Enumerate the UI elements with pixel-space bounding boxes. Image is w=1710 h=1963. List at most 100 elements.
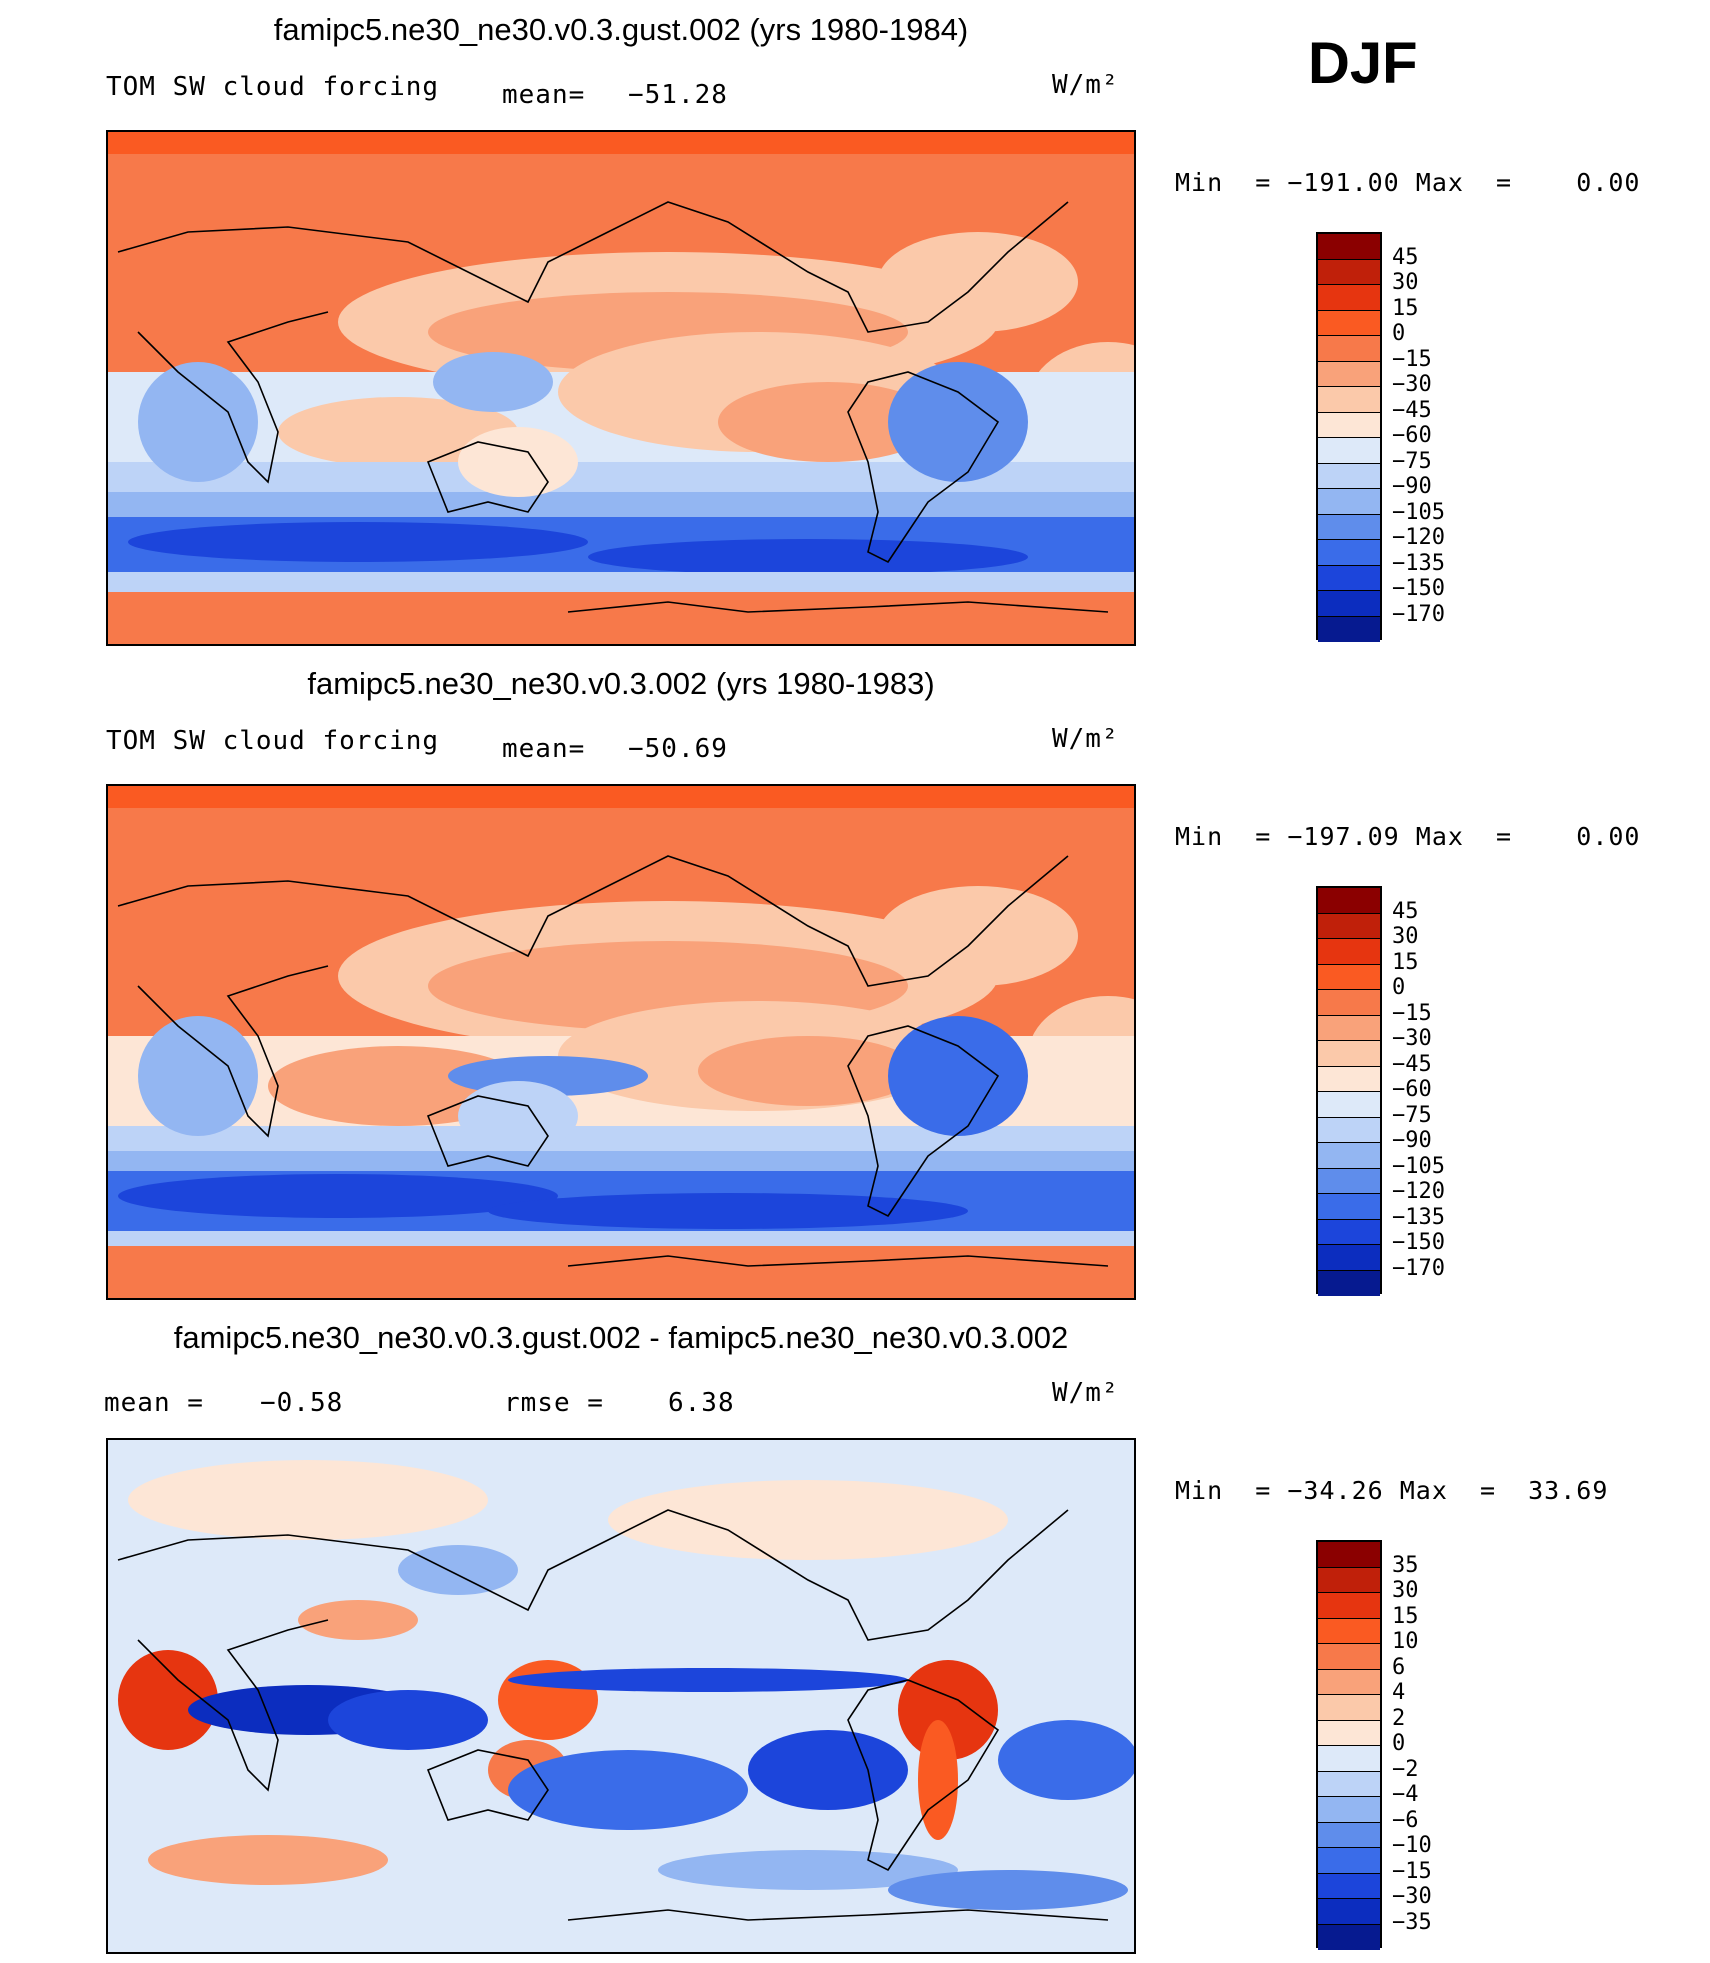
colorbar-tick-label: −45: [1392, 397, 1432, 423]
map-plot: [106, 784, 1136, 1300]
colorbar-tick-label: 15: [1392, 949, 1419, 975]
colorbar-tick-label: −90: [1392, 1128, 1432, 1153]
colorbar-tick-label: −135: [1392, 550, 1445, 576]
colorbar-swatch: [1318, 1015, 1380, 1041]
colorbar-tick-label: 2: [1392, 1705, 1406, 1731]
colorbar-swatch: [1318, 964, 1380, 990]
colorbar-swatch: [1318, 1542, 1380, 1568]
min-max-readout: Min = −34.26 Max = 33.69: [1175, 1476, 1609, 1505]
colorbar-tick-label: −105: [1392, 499, 1445, 525]
colorbar-swatch: [1318, 310, 1380, 336]
colorbar-swatch: [1318, 1669, 1380, 1695]
mean-value: −50.69: [628, 734, 728, 764]
panel-difference: famipc5.ne30_ne30.v0.3.gust.002 - famipc…: [0, 1308, 1710, 1963]
colorbar-tick-label: −30: [1392, 372, 1432, 397]
colorbar-tick-label: −15: [1392, 1858, 1432, 1884]
colorbar-swatch: [1318, 259, 1380, 285]
colorbar-tick-label: 15: [1392, 1603, 1419, 1629]
colorbar-tick-label: 15: [1392, 295, 1419, 321]
colorbar-swatch: [1318, 1143, 1380, 1169]
colorbar-tick-label: −15: [1392, 346, 1432, 372]
panel-model-gust: famipc5.ne30_ne30.v0.3.gust.002 (yrs 198…: [0, 0, 1710, 654]
colorbar-swatch: [1318, 1245, 1380, 1271]
colorbar-tick-label: 4: [1392, 1680, 1406, 1705]
colorbar: [1316, 1540, 1382, 1950]
colorbar-swatch: [1318, 990, 1380, 1016]
colorbar-swatch: [1318, 1873, 1380, 1899]
colorbar-swatch: [1318, 1899, 1380, 1925]
colorbar-swatch: [1318, 1695, 1380, 1721]
colorbar: [1316, 232, 1382, 642]
colorbar-swatch: [1318, 1797, 1380, 1823]
colorbar-tick-label: 45: [1392, 244, 1419, 270]
colorbar-swatch: [1318, 1219, 1380, 1245]
colorbar-tick-label: −30: [1392, 1884, 1432, 1909]
colorbar-swatch: [1318, 412, 1380, 438]
colorbar-tick-label: −45: [1392, 1051, 1432, 1077]
colorbar-swatch: [1318, 1270, 1380, 1296]
colorbar-swatch: [1318, 1771, 1380, 1797]
colorbar-tick-label: 0: [1392, 321, 1406, 346]
colorbar-swatch: [1318, 616, 1380, 642]
colorbar-swatch: [1318, 1567, 1380, 1593]
colorbar-tick-label: 35: [1392, 1552, 1419, 1578]
mean-value: −0.58: [260, 1388, 344, 1418]
colorbar-swatch: [1318, 514, 1380, 540]
mean-label: mean =: [104, 1388, 204, 1418]
colorbar-tick-label: 45: [1392, 898, 1419, 924]
colorbar-tick-label: −6: [1392, 1807, 1419, 1833]
min-max-readout: Min = −197.09 Max = 0.00: [1175, 822, 1641, 851]
colorbar-tick-label: −105: [1392, 1153, 1445, 1179]
colorbar-tick-label: −35: [1392, 1909, 1432, 1935]
colorbar-tick-label: 30: [1392, 1578, 1419, 1603]
colorbar-swatch: [1318, 1092, 1380, 1118]
colorbar-swatch: [1318, 1822, 1380, 1848]
season-label: DJF: [1308, 31, 1418, 96]
colorbar-tick-label: −170: [1392, 1255, 1445, 1281]
colorbar-swatch: [1318, 888, 1380, 914]
map-field: [108, 786, 1134, 1298]
rmse-label: rmse =: [504, 1388, 604, 1418]
colorbar-tick-label: −30: [1392, 1026, 1432, 1051]
colorbar-swatch: [1318, 1924, 1380, 1950]
colorbar-swatch: [1318, 1194, 1380, 1220]
map-field: [108, 132, 1134, 644]
colorbar-swatch: [1318, 913, 1380, 939]
colorbar-tick-label: −75: [1392, 448, 1432, 474]
min-max-readout: Min = −191.00 Max = 0.00: [1175, 168, 1641, 197]
colorbar-tick-label: −60: [1392, 1077, 1432, 1102]
colorbar-swatch: [1318, 1117, 1380, 1143]
colorbar-tick-label: −135: [1392, 1204, 1445, 1230]
colorbar-tick-label: −2: [1392, 1756, 1419, 1782]
map-plot: [106, 130, 1136, 646]
colorbar-swatch: [1318, 387, 1380, 413]
colorbar-swatch: [1318, 939, 1380, 965]
colorbar-swatch: [1318, 1746, 1380, 1772]
colorbar-swatch: [1318, 1848, 1380, 1874]
colorbar-swatch: [1318, 285, 1380, 311]
panel-model-control: famipc5.ne30_ne30.v0.3.002 (yrs 1980-198…: [0, 654, 1710, 1308]
panel-title: famipc5.ne30_ne30.v0.3.002 (yrs 1980-198…: [307, 666, 935, 701]
colorbar-tick-label: −120: [1392, 525, 1445, 550]
colorbar-tick-label: −90: [1392, 474, 1432, 499]
mean-value: −51.28: [628, 80, 728, 110]
colorbar-swatch: [1318, 1618, 1380, 1644]
map-field: [108, 1440, 1134, 1952]
panel-title: famipc5.ne30_ne30.v0.3.gust.002 - famipc…: [173, 1320, 1069, 1355]
colorbar-tick-label: −15: [1392, 1000, 1432, 1026]
colorbar-tick-label: −120: [1392, 1179, 1445, 1204]
colorbar-swatch: [1318, 591, 1380, 617]
colorbar-tick-label: 30: [1392, 270, 1419, 295]
units-label: W/m²: [1052, 70, 1119, 100]
mean-label: mean=: [502, 80, 586, 110]
rmse-value: 6.38: [668, 1388, 735, 1418]
colorbar-tick-label: −170: [1392, 601, 1445, 627]
colorbar-tick-label: 30: [1392, 924, 1419, 949]
colorbar-tick-label: −60: [1392, 423, 1432, 448]
variable-label: TOM SW cloud forcing: [106, 726, 440, 756]
colorbar-tick-label: 6: [1392, 1654, 1406, 1680]
colorbar-swatch: [1318, 1168, 1380, 1194]
colorbar-swatch: [1318, 1720, 1380, 1746]
colorbar-tick-label: −10: [1392, 1833, 1432, 1858]
units-label: W/m²: [1052, 724, 1119, 754]
